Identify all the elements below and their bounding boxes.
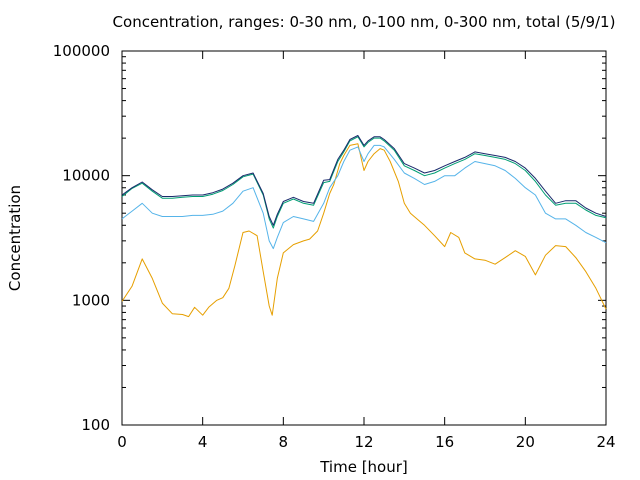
series-layer [121,135,607,318]
chart-title: Concentration, ranges: 0-30 nm, 0-100 nm… [113,13,616,31]
series-line-2 [121,136,607,229]
y-tick-label: 10000 [62,167,110,185]
axis-ticks [121,50,607,426]
x-tick-label: 4 [198,433,208,451]
y-tick-label: 100000 [53,42,110,60]
series-line-0 [121,143,607,318]
x-tick-label: 20 [516,433,535,451]
tick-labels: 0 4 8 12 16 20 24 100 1000 10000 100000 [53,42,616,451]
x-tick-label: 12 [354,433,373,451]
x-tick-label: 16 [435,433,454,451]
series-line-3 [121,135,607,226]
plot-frame [121,50,607,426]
y-tick-label: 1000 [72,291,110,309]
series-line-1 [121,144,607,250]
y-axis-label: Concentration [6,185,24,291]
x-tick-label: 8 [279,433,289,451]
x-tick-label: 24 [596,433,615,451]
x-axis-label: Time [hour] [319,458,408,476]
y-tick-label: 100 [81,416,110,434]
x-tick-label: 0 [117,433,127,451]
